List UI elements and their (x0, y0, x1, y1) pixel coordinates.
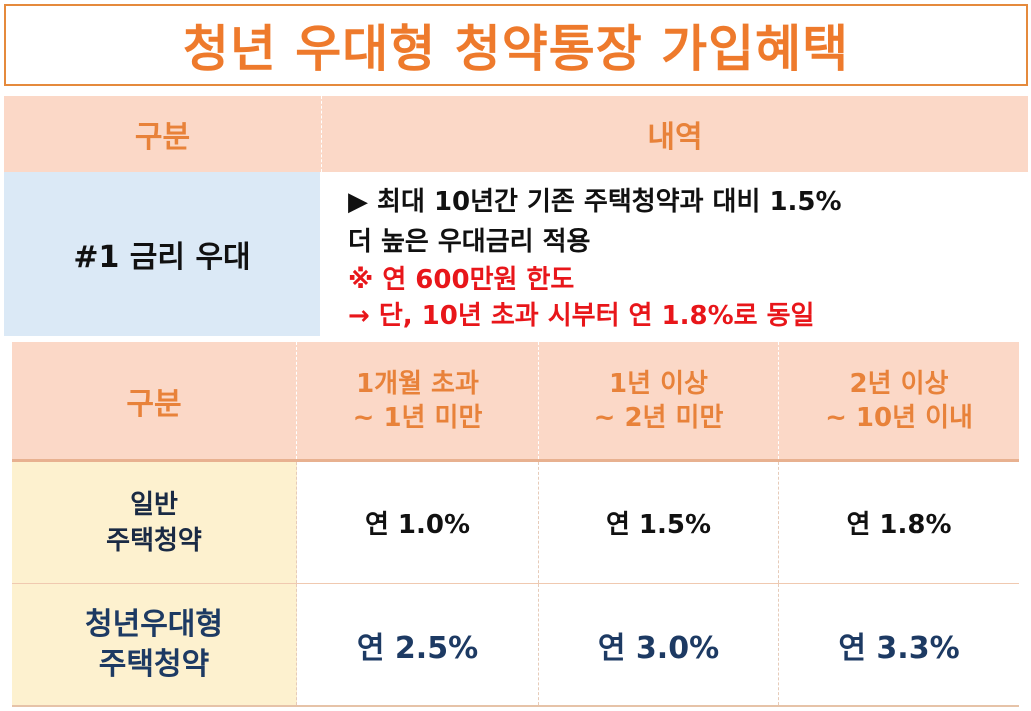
rate-header-period-1: 1개월 초과 ~ 1년 미만 (297, 342, 539, 459)
rate-table-header: 구분 1개월 초과 ~ 1년 미만 1년 이상 ~ 2년 미만 2년 이상 ~ 10년… (12, 342, 1019, 462)
rate-header-period-3: 2년 이상 ~ 10년 이내 (779, 342, 1019, 459)
benefit-row-interest: #1 금리 우대 ▶ 최대 10년간 기존 주택청약과 대비 1.5% 더 높은… (4, 172, 1028, 336)
period-1-line2: ~ 1년 미만 (352, 402, 483, 433)
row-label-line2: 주택청약 (98, 646, 210, 682)
row-label-line2: 주택청약 (106, 525, 202, 556)
page-title: 청년 우대형 청약통장 가입혜택 (182, 20, 850, 78)
rate-value: 연 3.0% (539, 584, 779, 705)
rate-header-period-2: 1년 이상 ~ 2년 미만 (539, 342, 779, 459)
row-label-line1: 일반 (130, 489, 178, 520)
rate-value: 연 2.5% (297, 584, 539, 705)
benefit-table-header: 구분 내역 (4, 96, 1028, 172)
benefit-details: ▶ 최대 10년간 기존 주택청약과 대비 1.5% 더 높은 우대금리 적용 … (322, 172, 1028, 336)
period-2-line1: 1년 이상 (609, 368, 708, 399)
rate-table: 구분 1개월 초과 ~ 1년 미만 1년 이상 ~ 2년 미만 2년 이상 ~ 10년… (12, 342, 1019, 706)
detail-line-1: ▶ 최대 10년간 기존 주택청약과 대비 1.5% (348, 187, 842, 217)
row-label-line1: 청년우대형 (85, 606, 223, 642)
rate-header-category: 구분 (12, 342, 297, 459)
detail-note-limit: ※ 연 600만원 한도 (348, 265, 575, 295)
benefit-table: 구분 내역 #1 금리 우대 ▶ 최대 10년간 기존 주택청약과 대비 1.5… (4, 96, 1028, 336)
header-category: 구분 (4, 96, 322, 172)
header-details: 내역 (647, 120, 703, 155)
title-banner: 청년 우대형 청약통장 가입혜택 (4, 4, 1028, 86)
rate-value: 연 1.0% (297, 462, 539, 583)
rate-value: 연 3.3% (838, 630, 960, 666)
detail-line-2: 더 높은 우대금리 적용 (348, 227, 591, 257)
bottom-divider (12, 705, 1019, 707)
detail-note-after: → 단, 10년 초과 시부터 연 1.8%로 동일 (348, 301, 815, 331)
period-1-line1: 1개월 초과 (356, 368, 479, 399)
benefit-label: #1 금리 우대 (4, 172, 322, 336)
period-3-line2: ~ 10년 이내 (825, 402, 973, 433)
period-2-line2: ~ 2년 미만 (593, 402, 724, 433)
period-3-line1: 2년 이상 (849, 368, 949, 399)
rate-value: 연 1.5% (539, 462, 779, 583)
rate-value: 연 1.8% (846, 510, 952, 540)
